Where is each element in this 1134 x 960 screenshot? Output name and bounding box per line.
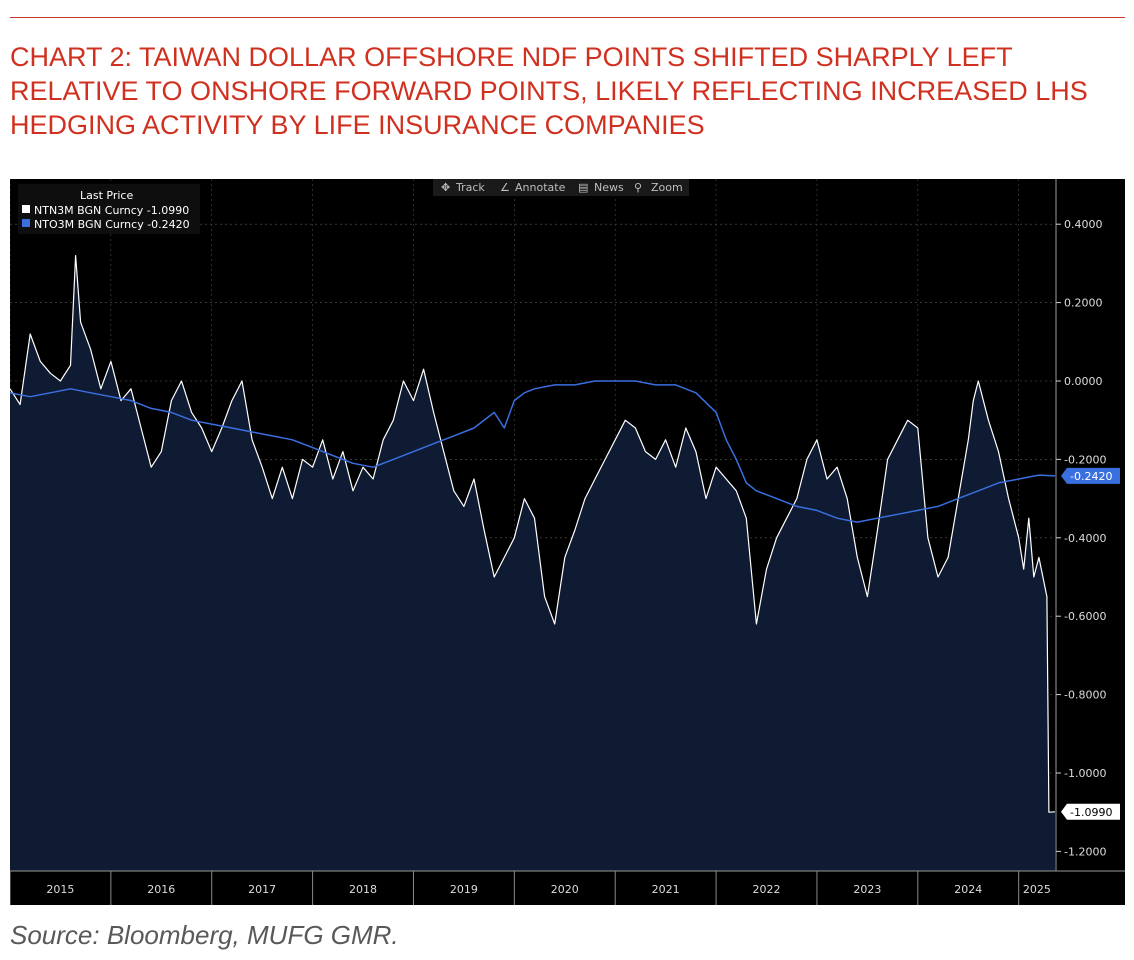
toolbar-background [433, 179, 689, 196]
legend-header: Last Price [80, 189, 133, 202]
toolbar-news[interactable]: ▤ News [578, 181, 624, 194]
toolbar-zoom[interactable]: ⚲ Zoom [634, 181, 683, 194]
source-note: Source: Bloomberg, MUFG GMR. [10, 920, 399, 950]
last-value-labels: -0.2420 -1.0990 [1061, 467, 1120, 820]
x-tick-label: 2021 [652, 883, 680, 896]
toolbar-zoom-label: Zoom [651, 181, 683, 194]
y-tick-label: 0.0000 [1064, 375, 1103, 388]
crosshair-icon: ✥ [441, 181, 450, 194]
y-tick-label: 0.2000 [1064, 297, 1103, 310]
legend-swatch-blue [22, 219, 30, 227]
legend-entry-blue: NTO3M BGN Curncy -0.2420 [34, 218, 190, 231]
x-tick-label: 2022 [753, 883, 781, 896]
legend-entry-white: NTN3M BGN Curncy -1.0990 [34, 204, 189, 217]
chart-title: CHART 2: TAIWAN DOLLAR OFFSHORE NDF POIN… [10, 42, 1088, 140]
line-layer [10, 255, 1056, 813]
y-tick-label: -1.2000 [1064, 845, 1106, 858]
y-tick-label: -0.4000 [1064, 532, 1106, 545]
top-rule [10, 17, 1125, 18]
legend: Last Price NTN3M BGN Curncy -1.0990 NTO3… [18, 184, 200, 234]
toolbar-track[interactable]: ✥ Track [441, 181, 485, 194]
series-line-0 [10, 255, 1056, 813]
y-tick-label: -0.2000 [1064, 453, 1106, 466]
toolbar-annotate-label: Annotate [515, 181, 566, 194]
x-tick-label: 2024 [954, 883, 982, 896]
last-value-label-0: -0.2420 [1070, 470, 1112, 483]
x-tick-label: 2019 [450, 883, 478, 896]
area-layer [10, 255, 1055, 872]
x-tick-label: 2018 [349, 883, 377, 896]
x-tick-label: 2016 [147, 883, 175, 896]
last-value-label-1: -1.0990 [1070, 806, 1112, 819]
legend-swatch-white [22, 205, 30, 213]
toolbar-track-label: Track [455, 181, 485, 194]
news-icon: ▤ [578, 181, 588, 194]
toolbar-news-label: News [594, 181, 624, 194]
last-value-tag-0 [1061, 467, 1120, 484]
magnifier-icon: ⚲ [634, 181, 642, 194]
x-axis: 2015 2016 2017 2018 2019 2020 2021 2022 2023 2024… [10, 870, 1125, 905]
x-tick-label: 2015 [46, 883, 74, 896]
legend-background [18, 184, 200, 234]
x-tick-label: 2017 [248, 883, 276, 896]
series-area-0 [10, 255, 1055, 872]
last-value-tag-1 [1061, 803, 1120, 820]
chart-toolbar: ✥ Track ∠ Annotate ▤ News ⚲ Zoom [433, 179, 689, 196]
y-tick-label: -0.6000 [1064, 610, 1106, 623]
x-tick-label: 2025 [1023, 883, 1051, 896]
series-line-1 [10, 380, 1056, 523]
chart-svg: 2015 2016 2017 2018 2019 2020 2021 2022 2023 2024… [10, 179, 1125, 905]
chart-panel: 2015 2016 2017 2018 2019 2020 2021 2022 2023 2024… [10, 179, 1125, 905]
y-tick-label: 0.4000 [1064, 218, 1103, 231]
toolbar-annotate[interactable]: ∠ Annotate [500, 181, 566, 194]
y-tick-label: -1.0000 [1064, 767, 1106, 780]
x-tick-label: 2020 [551, 883, 579, 896]
pencil-icon: ∠ [500, 181, 510, 194]
x-tick-label: 2023 [853, 883, 881, 896]
y-axis: 0.4000 0.2000 0.0000 -0.2000 -0.4000 -0.6000 -… [1055, 179, 1106, 871]
y-tick-label: -0.8000 [1064, 689, 1106, 702]
